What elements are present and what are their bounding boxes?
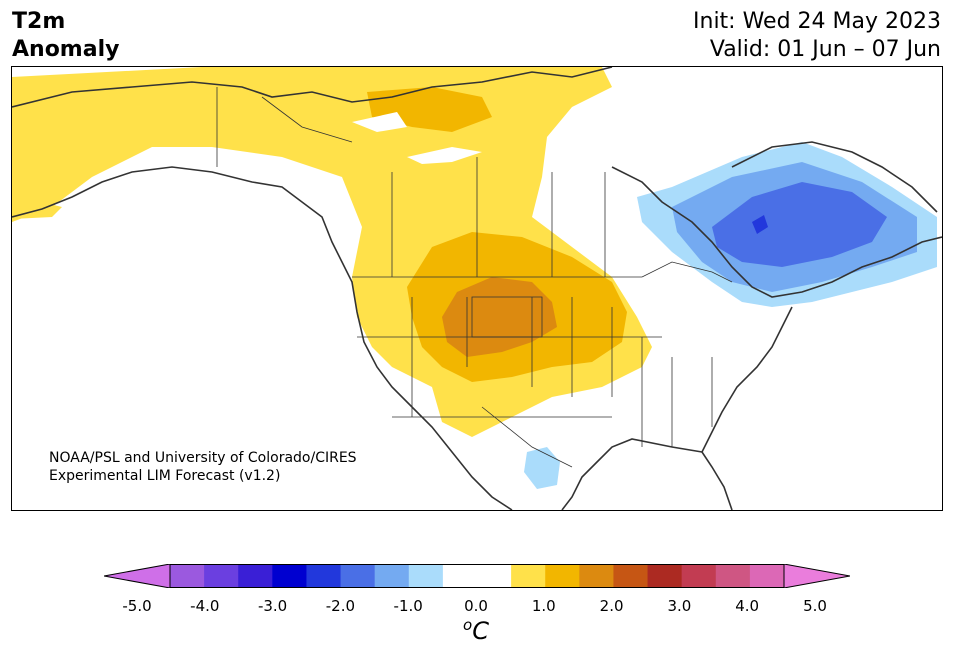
political-borders bbox=[216, 87, 733, 468]
colorbar-cell bbox=[579, 564, 614, 588]
colorbar-cell bbox=[238, 564, 273, 588]
date-block: Init: Wed 24 May 2023 Valid: 01 Jun – 07… bbox=[693, 8, 941, 64]
cool-region-core bbox=[752, 215, 768, 234]
anomaly-map bbox=[11, 66, 943, 511]
cool-region-strong bbox=[712, 182, 887, 267]
colorbar-tick-label: -3.0 bbox=[257, 597, 288, 615]
unit-label: oC bbox=[463, 616, 489, 645]
title-block: T2m Anomaly bbox=[12, 8, 119, 64]
colorbar-cell bbox=[374, 564, 410, 588]
colorbar-cell bbox=[306, 564, 342, 588]
colorbar-tick-label: 1.0 bbox=[531, 597, 556, 615]
colorbar-cell bbox=[170, 564, 205, 588]
colorbar-cell bbox=[204, 564, 239, 588]
colorbar-tick-label: 0.0 bbox=[464, 597, 488, 615]
coastlines bbox=[12, 67, 942, 510]
credit-line-2: Experimental LIM Forecast (v1.2) bbox=[49, 468, 281, 484]
colorbar-cell bbox=[477, 564, 512, 588]
colorbar-cell bbox=[715, 564, 751, 588]
cool-region-mexico bbox=[524, 447, 560, 489]
colorbar-tick-label: -2.0 bbox=[325, 597, 356, 615]
colorbar-tick-label: -5.0 bbox=[122, 597, 152, 615]
unit-letter: C bbox=[472, 617, 489, 645]
variable-label: T2m bbox=[12, 9, 66, 34]
colorbar-cell bbox=[749, 564, 785, 588]
colorbar bbox=[104, 564, 850, 588]
colorbar-cell bbox=[613, 564, 649, 588]
colorbar-tick-label: 4.0 bbox=[735, 597, 760, 615]
anomaly-label: Anomaly bbox=[12, 37, 120, 62]
colorbar-frame bbox=[169, 564, 785, 588]
colorbar-tick-label: 2.0 bbox=[599, 597, 624, 615]
hudson-area bbox=[352, 112, 407, 132]
colorbar-extend-low bbox=[104, 564, 171, 588]
colorbar-cell bbox=[681, 564, 717, 588]
arctic-island-gap bbox=[407, 147, 482, 164]
credit-line-1: NOAA/PSL and University of Colorado/CIRE… bbox=[49, 450, 357, 466]
degree-sup: o bbox=[463, 616, 473, 634]
credit-note: NOAA/PSL and University of Colorado/CIRE… bbox=[49, 449, 357, 485]
colorbar-tick-label: -1.0 bbox=[393, 597, 423, 615]
colorbar-cells bbox=[104, 564, 850, 588]
valid-range: Valid: 01 Jun – 07 Jun bbox=[709, 37, 941, 62]
colorbar-cell bbox=[442, 564, 478, 588]
colorbar-cell bbox=[340, 564, 376, 588]
colorbar-tick-label: -4.0 bbox=[190, 597, 220, 615]
colorbar-cell bbox=[647, 564, 683, 588]
colorbar-tick-label: 3.0 bbox=[667, 597, 692, 615]
map-svg bbox=[12, 67, 942, 510]
colorbar-extend-high bbox=[783, 564, 850, 588]
colorbar-cell bbox=[545, 564, 580, 588]
colorbar-tick-label: 5.0 bbox=[803, 597, 827, 615]
colorbar-cell bbox=[272, 564, 307, 588]
colorbar-cell bbox=[511, 564, 546, 588]
colorbar-cell bbox=[408, 564, 444, 588]
init-date: Init: Wed 24 May 2023 bbox=[693, 9, 941, 34]
